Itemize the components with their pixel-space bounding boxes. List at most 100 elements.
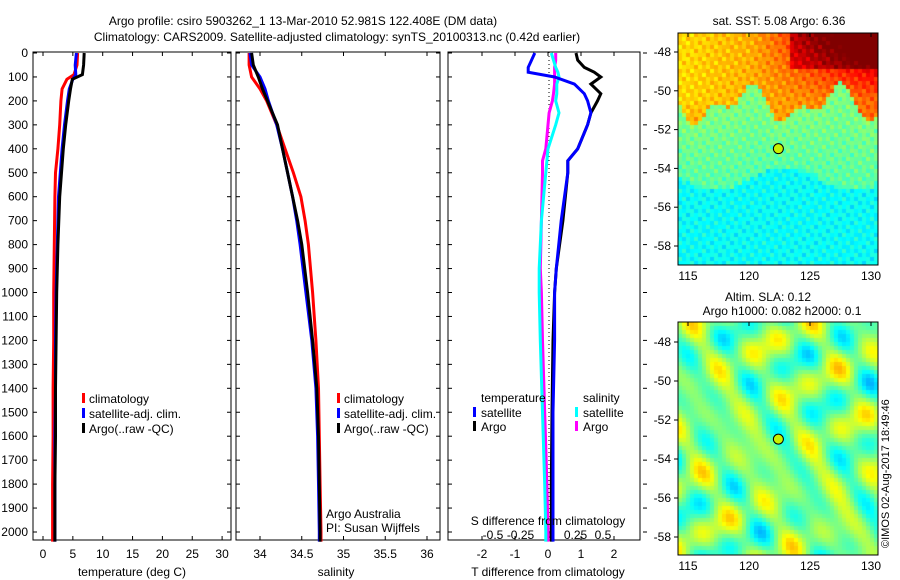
depth-tick-label: 1100 [2, 309, 28, 323]
legend-swatch-t-argo [473, 421, 476, 431]
s-diff-tick-label: -0.5 [483, 528, 504, 542]
legend-label: satellite-adj. clim. [344, 407, 436, 421]
credit-line-1: Argo Australia [326, 507, 401, 521]
depth-tick-label: 400 [8, 142, 28, 156]
temperature-panel [32, 51, 232, 541]
sst-map-frame [677, 32, 879, 266]
map-lat-label: -52 [654, 123, 672, 137]
legend-label: satellite [481, 406, 522, 420]
legend-swatch-climatology [337, 393, 340, 403]
x-tick-label: 25 [186, 547, 200, 561]
s-diff-tick-label: -0.25 [507, 528, 535, 542]
map-lat-label: -50 [654, 374, 672, 388]
legend-label: satellite-adj. clim. [89, 407, 181, 421]
depth-tick-label: 1000 [1, 286, 28, 300]
depth-tick-label: 500 [8, 166, 28, 180]
legend-label: Argo(..raw -QC) [344, 422, 429, 436]
legend-swatch-climatology [82, 393, 85, 403]
map-lat-label: -48 [654, 45, 672, 59]
profile-location-marker [772, 433, 784, 445]
depth-tick-label: 300 [8, 118, 28, 132]
legend-swatch-satellite [337, 408, 340, 418]
depth-tick-label: 1400 [1, 381, 28, 395]
x-tick-label: 1 [578, 547, 585, 561]
legend-label: Argo [583, 420, 609, 434]
t-diff-argo-line [549, 52, 604, 542]
sla-map-title: Altim. SLA: 0.12 [725, 290, 811, 304]
depth-tick-label: 800 [8, 238, 28, 252]
map-lat-label: -56 [654, 491, 672, 505]
salinity-legend: climatology satellite-adj. clim. Argo(..… [337, 392, 436, 436]
legend-swatch-argo [82, 423, 85, 433]
s-diff-tick-label: 0.5 [595, 528, 612, 542]
depth-tick-label: 700 [8, 214, 28, 228]
map-lon-label: 115 [678, 559, 697, 573]
map-lon-label: 130 [861, 559, 881, 573]
x-tick-label: 0 [40, 547, 47, 561]
salinity-xlabel: salinity [318, 565, 355, 579]
depth-tick-label: 900 [8, 262, 28, 276]
x-tick-label: 0 [545, 547, 552, 561]
salinity-climatology-line [247, 53, 323, 542]
depth-tick-label: 1700 [1, 453, 28, 467]
difference-panel [447, 51, 641, 541]
legend-label: climatology [344, 392, 404, 406]
x-tick-label: 35.5 [374, 547, 398, 561]
legend-header-salinity: salinity [583, 391, 620, 405]
temperature-climatology-line [51, 52, 80, 542]
s-diff-satellite-line [537, 52, 561, 542]
s-diff-argo-line [538, 53, 558, 542]
legend-label: climatology [89, 392, 149, 406]
sla-map-frame [677, 321, 879, 556]
x-tick-label: 35 [337, 547, 351, 561]
legend-swatch-s-satellite [575, 407, 578, 417]
depth-tick-label: 0 [21, 46, 28, 60]
title-line-1: Argo profile: csiro 5903262_1 13-Mar-201… [109, 14, 497, 28]
legend-label: Argo [481, 420, 507, 434]
difference-legend: temperature salinity satellite Argo sate… [473, 391, 624, 434]
map-lat-label: -54 [654, 161, 672, 175]
credit-line-2: PI: Susan Wijffels [326, 521, 420, 535]
depth-tick-label: 100 [8, 70, 28, 84]
map-lon-label: 120 [739, 559, 759, 573]
map-lon-label: 125 [800, 559, 820, 573]
s-diff-xlabel: S difference from climatology [471, 514, 626, 528]
depth-tick-label: 2000 [1, 525, 28, 539]
sst-map-title: sat. SST: 5.08 Argo: 6.36 [713, 14, 846, 28]
x-tick-label: 5 [70, 547, 77, 561]
legend-swatch-s-argo [575, 421, 578, 431]
t-diff-satellite-line [526, 52, 593, 542]
t-diff-xlabel: T difference from climatology [471, 565, 625, 579]
map-lon-label: 120 [739, 269, 759, 283]
title-line-2: Climatology: CARS2009. Satellite-adjuste… [94, 30, 580, 44]
depth-tick-label: 200 [8, 94, 28, 108]
depth-tick-label: 1800 [1, 477, 28, 491]
salinity-panel [235, 51, 441, 541]
map-lon-label: 125 [800, 269, 820, 283]
salinity-argo-line [250, 52, 322, 542]
sla-map-subtitle: Argo h1000: 0.082 h2000: 0.1 [703, 304, 862, 318]
depth-tick-label: 600 [8, 190, 28, 204]
x-tick-label: 34.5 [290, 547, 314, 561]
profile-location-marker [772, 143, 784, 155]
map-lat-label: -56 [654, 200, 672, 214]
x-tick-label: 15 [126, 547, 140, 561]
map-lat-label: -58 [654, 239, 672, 253]
x-tick-label: 36 [420, 547, 434, 561]
map-lat-label: -52 [654, 413, 672, 427]
x-tick-label: 30 [215, 547, 229, 561]
legend-swatch-t-satellite [473, 407, 476, 417]
depth-tick-label: 1500 [1, 405, 28, 419]
legend-swatch-satellite [82, 408, 85, 418]
map-lat-label: -58 [654, 530, 672, 544]
x-tick-label: -2 [477, 547, 488, 561]
legend-label: Argo(..raw -QC) [89, 422, 174, 436]
map-lat-label: -50 [654, 84, 672, 98]
map-lon-label: 130 [861, 269, 881, 283]
x-tick-label: 2 [611, 547, 618, 561]
legend-label: satellite [583, 406, 624, 420]
depth-tick-label: 1200 [1, 333, 28, 347]
x-tick-label: -1 [510, 547, 521, 561]
